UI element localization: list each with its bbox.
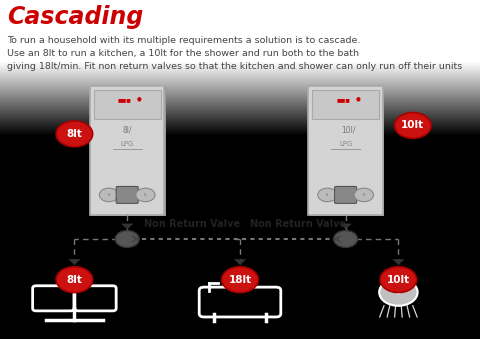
Text: 18lt: 18lt xyxy=(228,275,252,285)
Polygon shape xyxy=(392,259,405,265)
Text: (): () xyxy=(144,193,147,197)
Circle shape xyxy=(99,188,119,202)
Circle shape xyxy=(56,267,93,293)
Circle shape xyxy=(115,231,139,247)
Polygon shape xyxy=(339,224,352,229)
Circle shape xyxy=(56,121,93,147)
Text: ●: ● xyxy=(137,97,142,102)
Text: (): () xyxy=(362,193,365,197)
Text: Non Return Valve: Non Return Valve xyxy=(250,219,346,229)
FancyBboxPatch shape xyxy=(116,186,138,203)
Circle shape xyxy=(318,188,337,202)
Text: Non Return Valve: Non Return Valve xyxy=(144,219,240,229)
Circle shape xyxy=(380,267,417,293)
Text: Cascading: Cascading xyxy=(7,5,144,29)
Circle shape xyxy=(136,188,155,202)
Circle shape xyxy=(354,188,373,202)
Circle shape xyxy=(334,231,358,247)
Text: ■■■: ■■■ xyxy=(118,97,132,102)
Text: To run a household with its multiple requirements a solution is to cascade.
Use : To run a household with its multiple req… xyxy=(7,36,462,71)
Text: 8lt: 8lt xyxy=(66,275,83,285)
FancyBboxPatch shape xyxy=(90,86,164,215)
FancyBboxPatch shape xyxy=(310,87,384,216)
Text: (): () xyxy=(326,193,329,197)
FancyBboxPatch shape xyxy=(94,90,160,119)
Polygon shape xyxy=(121,224,133,229)
FancyBboxPatch shape xyxy=(312,90,379,119)
FancyBboxPatch shape xyxy=(335,186,357,203)
Text: ■■■: ■■■ xyxy=(336,97,350,102)
Text: 8l/: 8l/ xyxy=(122,125,132,135)
Circle shape xyxy=(379,279,418,306)
Circle shape xyxy=(395,113,431,138)
Text: 10l/: 10l/ xyxy=(341,125,355,135)
FancyBboxPatch shape xyxy=(308,86,383,215)
Text: ●: ● xyxy=(355,97,360,102)
Text: LPG: LPG xyxy=(339,141,352,147)
Polygon shape xyxy=(68,259,81,265)
Circle shape xyxy=(222,267,258,293)
Polygon shape xyxy=(234,259,246,265)
Text: 10lt: 10lt xyxy=(401,120,424,131)
Text: 10lt: 10lt xyxy=(387,275,410,285)
Text: (): () xyxy=(108,193,110,197)
Text: LPG: LPG xyxy=(120,141,134,147)
Text: 8lt: 8lt xyxy=(66,129,83,139)
FancyBboxPatch shape xyxy=(91,87,166,216)
